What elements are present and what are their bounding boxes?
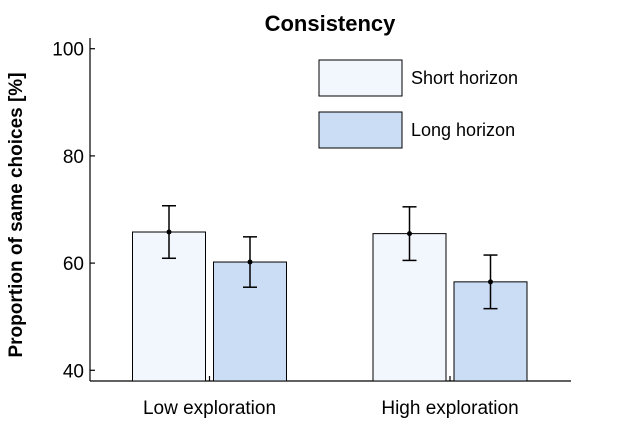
x-tick-label: High exploration [381, 398, 518, 419]
mean-point [247, 259, 253, 265]
mean-point [166, 229, 172, 235]
legend-swatch [318, 111, 403, 149]
chart-title: Consistency [265, 11, 397, 36]
y-tick-label: 100 [52, 40, 84, 61]
y-tick-label: 40 [63, 361, 84, 382]
y-axis-label: Proportion of same choices [%] [6, 72, 27, 357]
y-tick-label: 60 [63, 254, 84, 275]
mean-point [488, 279, 493, 285]
legend-label: Short horizon [411, 68, 518, 88]
legend-label: Long horizon [411, 120, 515, 140]
x-tick-label: Low exploration [143, 398, 276, 419]
legend-swatch [318, 59, 403, 97]
mean-point [407, 231, 412, 237]
plot-area: 40 60 80 100 Low exploration High exploration [52, 38, 571, 419]
y-tick-label: 80 [63, 147, 84, 168]
legend: Short horizon Long horizon [318, 59, 518, 149]
